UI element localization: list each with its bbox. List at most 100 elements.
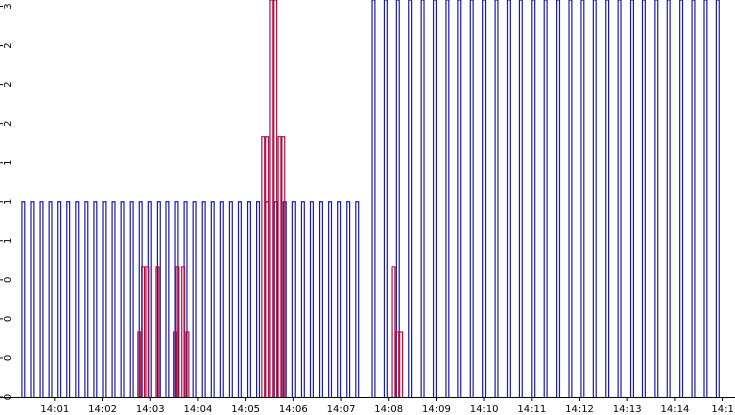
pulse: [174, 201, 179, 397]
pulse: [210, 201, 215, 397]
pulse: [395, 0, 400, 397]
x-tick-label: 14:04: [184, 404, 213, 415]
pulse: [457, 0, 462, 397]
pulse: [445, 0, 450, 397]
pulse: [300, 201, 305, 397]
pulse: [111, 201, 116, 397]
pulse: [629, 0, 635, 397]
pulse: [391, 266, 396, 397]
x-tick-label: 14:11: [517, 404, 546, 415]
pulse: [57, 201, 62, 397]
x-tick-label: 14:10: [470, 404, 499, 415]
pulse: [175, 266, 180, 397]
y-tick-label: 0: [3, 316, 14, 322]
y-tick-label: 0: [3, 394, 14, 400]
pulse: [237, 201, 242, 397]
pulse: [165, 201, 170, 397]
pulse: [120, 201, 125, 397]
pulse: [269, 0, 274, 397]
pulse: [291, 201, 296, 397]
pulse: [337, 201, 342, 397]
pulse: [84, 201, 89, 397]
x-tick-label: 14:07: [327, 404, 356, 415]
pulse: [155, 266, 160, 397]
pulse: [494, 0, 499, 397]
y-tick-label: 2: [3, 120, 14, 126]
pulse: [568, 0, 573, 397]
pulse: [399, 331, 404, 397]
x-tick-label: 14:09: [422, 404, 451, 415]
pulse: [309, 201, 314, 397]
pulse: [318, 201, 324, 397]
pulse: [185, 331, 190, 397]
pulse: [281, 136, 286, 397]
x-tick-label: 14:1: [711, 404, 733, 415]
pulse: [21, 201, 26, 397]
pulse: [715, 0, 720, 397]
pulse: [137, 331, 142, 397]
pulse: [219, 201, 224, 397]
x-tick-label: 14:12: [565, 404, 594, 415]
pulse: [129, 201, 134, 397]
pulse: [192, 201, 197, 397]
pulse: [703, 0, 708, 397]
pulse: [506, 0, 511, 397]
pulse: [261, 136, 266, 397]
pulse: [469, 0, 474, 397]
pulse: [592, 0, 597, 397]
pulse: [66, 201, 71, 397]
y-tick-label: 1: [3, 199, 14, 205]
pulse: [420, 0, 425, 397]
pulse: [482, 0, 487, 397]
pulse: [543, 0, 548, 397]
pulse: [141, 266, 146, 397]
pulse: [395, 331, 400, 397]
y-tick-label: 2: [3, 42, 14, 48]
pulse: [75, 201, 80, 397]
y-tick-label: 1: [3, 238, 14, 244]
pulse: [531, 0, 536, 397]
pulse: [156, 201, 161, 397]
pulse: [328, 201, 333, 397]
x-tick-label: 14:01: [40, 404, 69, 415]
pulse: [273, 0, 278, 397]
pulse: [39, 201, 44, 397]
pulse: [228, 201, 233, 397]
x-tick-label: 14:06: [279, 404, 308, 415]
pulse: [30, 201, 35, 397]
pulse: [666, 0, 671, 397]
x-tick-label: 14:02: [88, 404, 117, 415]
y-tick-label: 0: [3, 355, 14, 361]
pulse: [617, 0, 622, 397]
x-tick-label: 14:08: [374, 404, 403, 415]
pulse: [432, 0, 438, 397]
pulse: [246, 201, 252, 397]
pulse: [93, 201, 98, 397]
pulse: [102, 201, 107, 397]
pulse: [265, 136, 270, 397]
pulse: [371, 0, 376, 397]
pulse: [605, 0, 610, 397]
pulse: [383, 0, 388, 397]
pulse: [201, 201, 206, 397]
pulse: [556, 0, 561, 397]
pulse: [691, 0, 696, 397]
pulse: [145, 266, 150, 397]
x-tick-label: 14:05: [231, 404, 260, 415]
pulse: [518, 0, 523, 397]
pulse: [48, 201, 53, 397]
pulse: [654, 0, 659, 397]
y-tick-label: 2: [3, 81, 14, 87]
y-tick-label: 0: [3, 277, 14, 283]
pulse: [181, 266, 186, 397]
pulse: [277, 136, 282, 397]
pulse: [641, 0, 646, 397]
pulse: [346, 201, 351, 397]
pulse: [355, 201, 360, 397]
y-tick-label: 1: [3, 160, 14, 166]
pulse: [256, 201, 261, 397]
pulse: [408, 0, 413, 397]
